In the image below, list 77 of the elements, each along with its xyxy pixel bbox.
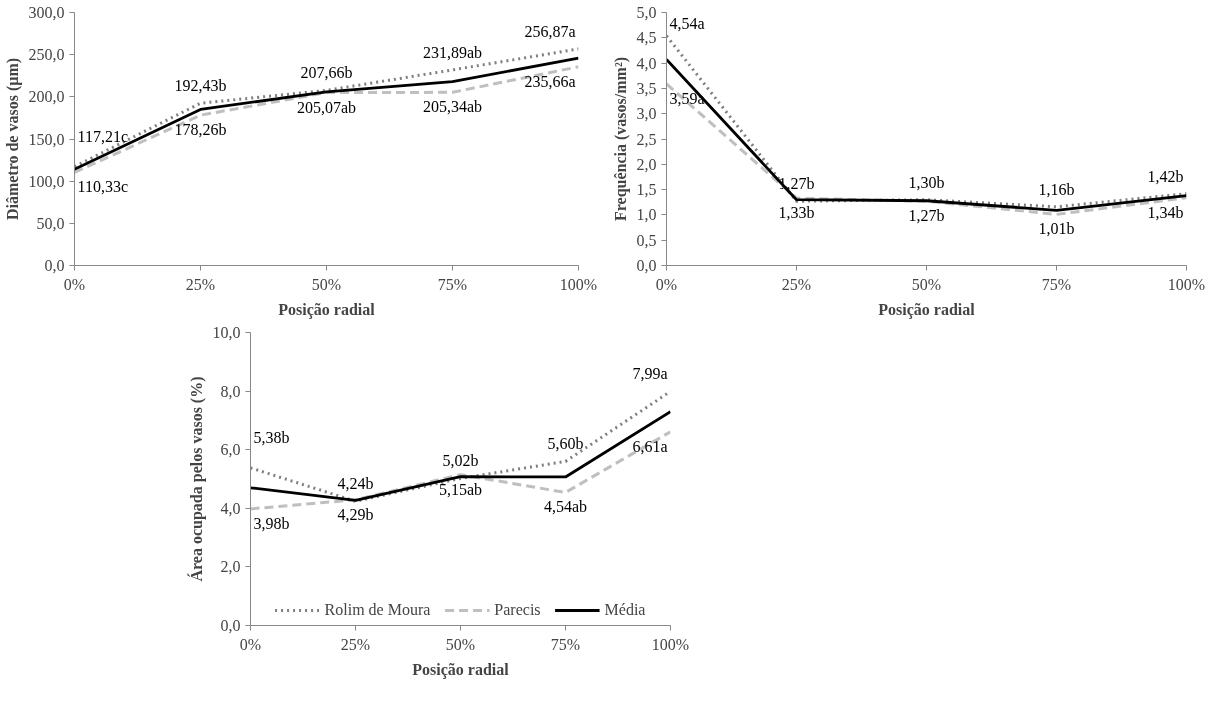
y-tick-label: 0,5 xyxy=(636,231,657,249)
data-label: 5,60b xyxy=(547,435,584,453)
y-tick-label: 0,0 xyxy=(636,257,657,274)
data-label: 1,27b xyxy=(908,207,945,225)
x-axis-title: Posição radial xyxy=(878,300,976,319)
y-tick-label: 2,5 xyxy=(636,130,657,148)
x-tick-label: 25% xyxy=(781,275,812,293)
x-tick-label: 0% xyxy=(63,275,86,293)
legend-label: Parecis xyxy=(494,601,541,619)
data-label: 4,29b xyxy=(337,505,374,523)
legend-label: Média xyxy=(604,601,646,619)
y-tick-label: 3,5 xyxy=(636,79,657,97)
y-tick-label: 4,0 xyxy=(220,499,241,517)
data-label: 4,24b xyxy=(337,475,374,493)
y-axis-title: Frequência (vasos/mm²) xyxy=(611,56,630,222)
data-label: 1,30b xyxy=(908,173,945,191)
x-tick-label: 75% xyxy=(550,635,581,653)
x-tick-label: 75% xyxy=(1041,275,1072,293)
y-tick-label: 5,0 xyxy=(636,4,657,21)
y-tick-label: 250,0 xyxy=(28,46,65,64)
data-label: 4,54ab xyxy=(543,498,588,516)
y-tick-label: 0,0 xyxy=(220,617,241,634)
data-label: 1,34b xyxy=(1147,203,1184,221)
data-label: 192,43b xyxy=(174,77,227,95)
x-tick-label: 50% xyxy=(311,275,342,293)
y-tick-label: 1,0 xyxy=(636,206,657,224)
x-tick-label: 25% xyxy=(185,275,216,293)
data-label: 1,33b xyxy=(778,204,815,222)
y-tick-label: 4,0 xyxy=(636,54,657,72)
x-tick-label: 25% xyxy=(340,635,371,653)
y-tick-label: 2,0 xyxy=(220,558,241,576)
x-axis-title: Posição radial xyxy=(278,300,376,319)
x-tick-label: 0% xyxy=(655,275,678,293)
x-tick-label: 100% xyxy=(651,635,690,653)
data-label: 231,89ab xyxy=(422,43,483,61)
data-label: 5,15ab xyxy=(438,480,483,498)
legend-label: Rolim de Moura xyxy=(324,601,431,619)
data-label: 7,99a xyxy=(632,365,668,383)
data-label: 5,38b xyxy=(253,428,290,446)
data-label: 4,54a xyxy=(669,14,705,32)
x-tick-label: 0% xyxy=(239,635,262,653)
y-tick-label: 100,0 xyxy=(28,172,65,190)
data-label: 207,66b xyxy=(300,64,353,82)
data-label: 117,21c xyxy=(77,127,129,145)
data-label: 205,07ab xyxy=(296,98,357,116)
data-label: 256,87a xyxy=(524,22,576,40)
data-label: 6,61a xyxy=(632,437,668,455)
y-tick-label: 8,0 xyxy=(220,382,241,400)
y-tick-label: 1,5 xyxy=(636,181,657,199)
y-tick-label: 200,0 xyxy=(28,88,65,106)
line-series xyxy=(250,410,671,502)
data-label: 178,26b xyxy=(174,121,227,139)
y-tick-label: 150,0 xyxy=(28,130,65,148)
x-tick-label: 50% xyxy=(445,635,476,653)
data-label: 110,33c xyxy=(77,178,129,196)
y-axis-title: Diâmetro de vasos (µm) xyxy=(3,57,22,221)
y-tick-label: 4,5 xyxy=(636,29,657,47)
y-tick-label: 0,0 xyxy=(44,257,65,274)
y-axis-title: Área ocupada pelos vasos (%) xyxy=(186,376,206,582)
data-label: 3,98b xyxy=(253,514,290,532)
x-tick-label: 75% xyxy=(437,275,468,293)
data-label: 205,34ab xyxy=(422,98,483,116)
data-label: 1,16b xyxy=(1038,180,1075,198)
y-tick-label: 6,0 xyxy=(220,441,241,459)
x-tick-label: 100% xyxy=(559,275,598,293)
data-label: 235,66a xyxy=(524,72,576,90)
y-tick-label: 50,0 xyxy=(36,214,65,232)
data-label: 5,02b xyxy=(442,452,479,470)
y-tick-label: 300,0 xyxy=(28,4,65,21)
data-label: 1,01b xyxy=(1038,220,1075,238)
x-axis-title: Posição radial xyxy=(412,660,510,679)
y-tick-label: 2,0 xyxy=(636,155,657,173)
x-tick-label: 50% xyxy=(911,275,942,293)
y-tick-label: 10,0 xyxy=(212,324,241,341)
y-tick-label: 3,0 xyxy=(636,105,657,123)
x-tick-label: 100% xyxy=(1167,275,1206,293)
data-label: 1,42b xyxy=(1147,167,1184,185)
